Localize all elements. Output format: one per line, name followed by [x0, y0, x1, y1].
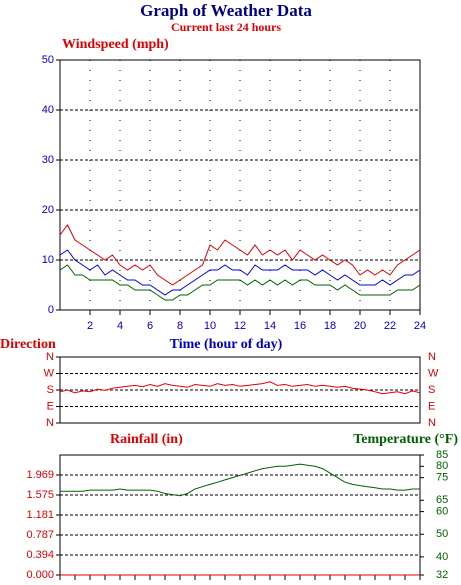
y2-tick-label: 40: [436, 551, 448, 563]
plot-frame: [59, 59, 421, 311]
y-tick-label: 0.394: [26, 549, 54, 561]
x-tick-label: 20: [354, 320, 366, 332]
x-tick-label: 10: [204, 320, 216, 332]
y2-tick-label: 85: [436, 449, 448, 461]
y-tick-label: E: [428, 400, 435, 412]
x-tick-label: 14: [264, 320, 276, 332]
y2-tick-label: 80: [436, 460, 448, 472]
data-line: [59, 224, 421, 286]
y2-tick-label: 75: [436, 472, 448, 484]
y2-axis-label: Temperature (°F): [353, 432, 458, 447]
y-tick-label: S: [428, 384, 435, 396]
y-tick-label: S: [47, 384, 54, 396]
y2-tick-label: 50: [436, 528, 448, 540]
x-axis-label: Time (hour of day): [170, 337, 283, 352]
y-tick-label: 40: [42, 104, 54, 116]
y-tick-label: N: [46, 417, 54, 429]
y-tick-label: 1.969: [26, 469, 54, 481]
y-tick-label: 1.575: [26, 489, 54, 501]
y-tick-label: N: [428, 417, 436, 429]
data-line: [59, 249, 421, 296]
y-tick-label: 50: [42, 54, 54, 66]
x-tick-label: 8: [177, 320, 183, 332]
x-tick-label: 12: [234, 320, 246, 332]
chart-title: Graph of Weather Data: [140, 1, 312, 20]
x-tick-label: 16: [294, 320, 306, 332]
y-tick-label: 0.787: [26, 529, 54, 541]
x-tick-label: 22: [384, 320, 396, 332]
y-tick-label: N: [46, 351, 54, 363]
x-tick-label: 4: [117, 320, 123, 332]
x-tick-label: 18: [324, 320, 336, 332]
y-tick-label: W: [428, 367, 439, 379]
data-line: [59, 264, 421, 301]
y2-tick-label: 60: [436, 506, 448, 518]
y-tick-label: 10: [42, 254, 54, 266]
y2-tick-label: 65: [436, 494, 448, 506]
y-tick-label: W: [44, 367, 55, 379]
x-tick-label: 6: [147, 320, 153, 332]
data-line: [59, 381, 421, 395]
y-tick-label: E: [47, 400, 54, 412]
data-line: [60, 463, 420, 497]
y-tick-label: 20: [42, 204, 54, 216]
x-tick-label: 2: [87, 320, 93, 332]
y-axis-label: Windspeed (mph): [62, 37, 169, 52]
y-axis-label: Rainfall (in): [110, 432, 183, 447]
y-tick-label: N: [428, 351, 436, 363]
y-tick-label: 0.000: [26, 569, 54, 581]
y-tick-label: 30: [42, 154, 54, 166]
y2-tick-label: 32: [436, 569, 448, 581]
y-axis-label: Direction: [0, 337, 56, 352]
chart-subtitle: Current last 24 hours: [171, 20, 281, 34]
x-tick-label: 24: [414, 320, 426, 332]
y-tick-label: 0: [48, 304, 54, 316]
y-tick-label: 1.181: [26, 509, 54, 521]
